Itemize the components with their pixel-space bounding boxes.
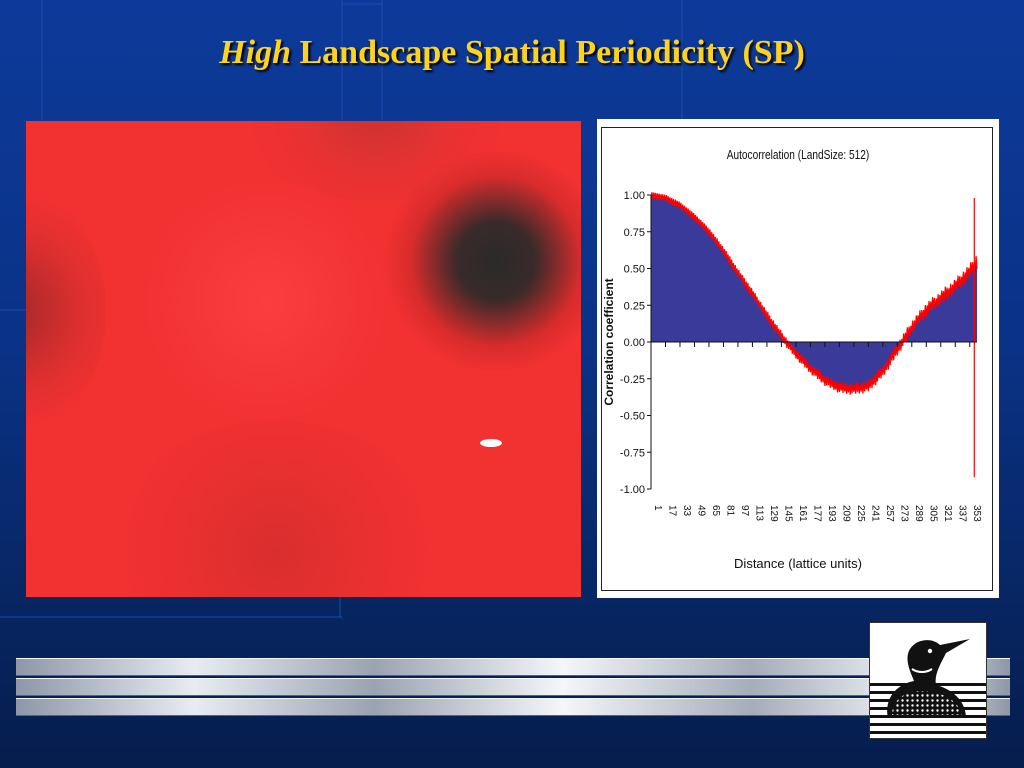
x-tick-label: 65: [710, 505, 721, 517]
chart-title: Autocorrelation (LandSize: 512): [726, 147, 870, 162]
decorative-bars: [16, 654, 1010, 718]
x-tick-label: 17: [666, 505, 677, 517]
autocorrelation-chart: Autocorrelation (LandSize: 512) 1.00 0.75…: [597, 119, 999, 598]
chart-plot: 1.00 0.75 0.50 0.25 0.00 -0.25 -0.50 -0.75 -1.00…: [602, 190, 982, 522]
x-tick-label: 193: [826, 505, 837, 522]
heatmap-lower-shade: [106, 421, 446, 597]
x-tick-label: 353: [971, 505, 982, 522]
heatmap-white-spot: [480, 439, 502, 447]
y-tick-label: 0.25: [624, 300, 645, 312]
autocorrelation-area: [651, 195, 977, 389]
x-tick-label: 49: [695, 505, 706, 517]
loon-logo: [869, 622, 987, 739]
x-tick-label: 177: [811, 505, 822, 522]
x-tick-label: 321: [942, 505, 953, 522]
y-tick-label: -1.00: [620, 484, 645, 496]
x-tick-label: 225: [855, 505, 866, 522]
x-tick-label: 289: [913, 505, 924, 522]
chart-y-axis-label: Correlation coefficient: [602, 278, 616, 405]
x-tick-label: 145: [782, 505, 793, 522]
autocorrelation-line: [650, 192, 978, 395]
x-tick-label: 161: [797, 505, 808, 522]
chart-border: [601, 127, 993, 591]
x-tick-label: 305: [927, 505, 938, 522]
decorative-bar: [16, 698, 1010, 716]
x-tick-label: 1: [652, 505, 663, 511]
loon-bird-icon: [870, 639, 986, 734]
x-tick-label: 209: [840, 505, 851, 522]
y-tick-label: 0.50: [624, 264, 645, 276]
decorative-bar: [16, 658, 1010, 676]
x-tick-label: 241: [869, 505, 880, 522]
y-tick-label: 0.75: [624, 227, 645, 239]
landscape-heatmap: [26, 121, 581, 597]
heatmap-light-zone: [126, 181, 406, 421]
x-tick-label: 337: [956, 505, 967, 522]
x-tick-label: 273: [898, 505, 909, 522]
slide-title-italic: High: [219, 34, 291, 71]
slide-title: High Landscape Spatial Periodicity (SP): [0, 34, 1024, 72]
x-tick-label: 33: [681, 505, 692, 517]
y-tick-label: -0.50: [620, 411, 645, 423]
y-tick-label: -0.25: [620, 374, 645, 386]
x-tick-label: 129: [768, 505, 779, 522]
decorative-bar: [16, 678, 1010, 696]
x-tick-label: 81: [724, 505, 735, 517]
y-tick-label: -0.75: [620, 447, 645, 459]
y-tick-label: 1.00: [624, 190, 645, 202]
x-tick-label: 257: [884, 505, 895, 522]
chart-x-axis-label: Distance (lattice units): [734, 556, 862, 571]
heatmap-left-shade: [26, 181, 106, 441]
x-tick-label: 97: [739, 505, 750, 517]
y-tick-label: 0.00: [624, 337, 645, 349]
x-tick-label: 113: [753, 505, 764, 521]
slide-title-rest: Landscape Spatial Periodicity (SP): [291, 34, 805, 71]
